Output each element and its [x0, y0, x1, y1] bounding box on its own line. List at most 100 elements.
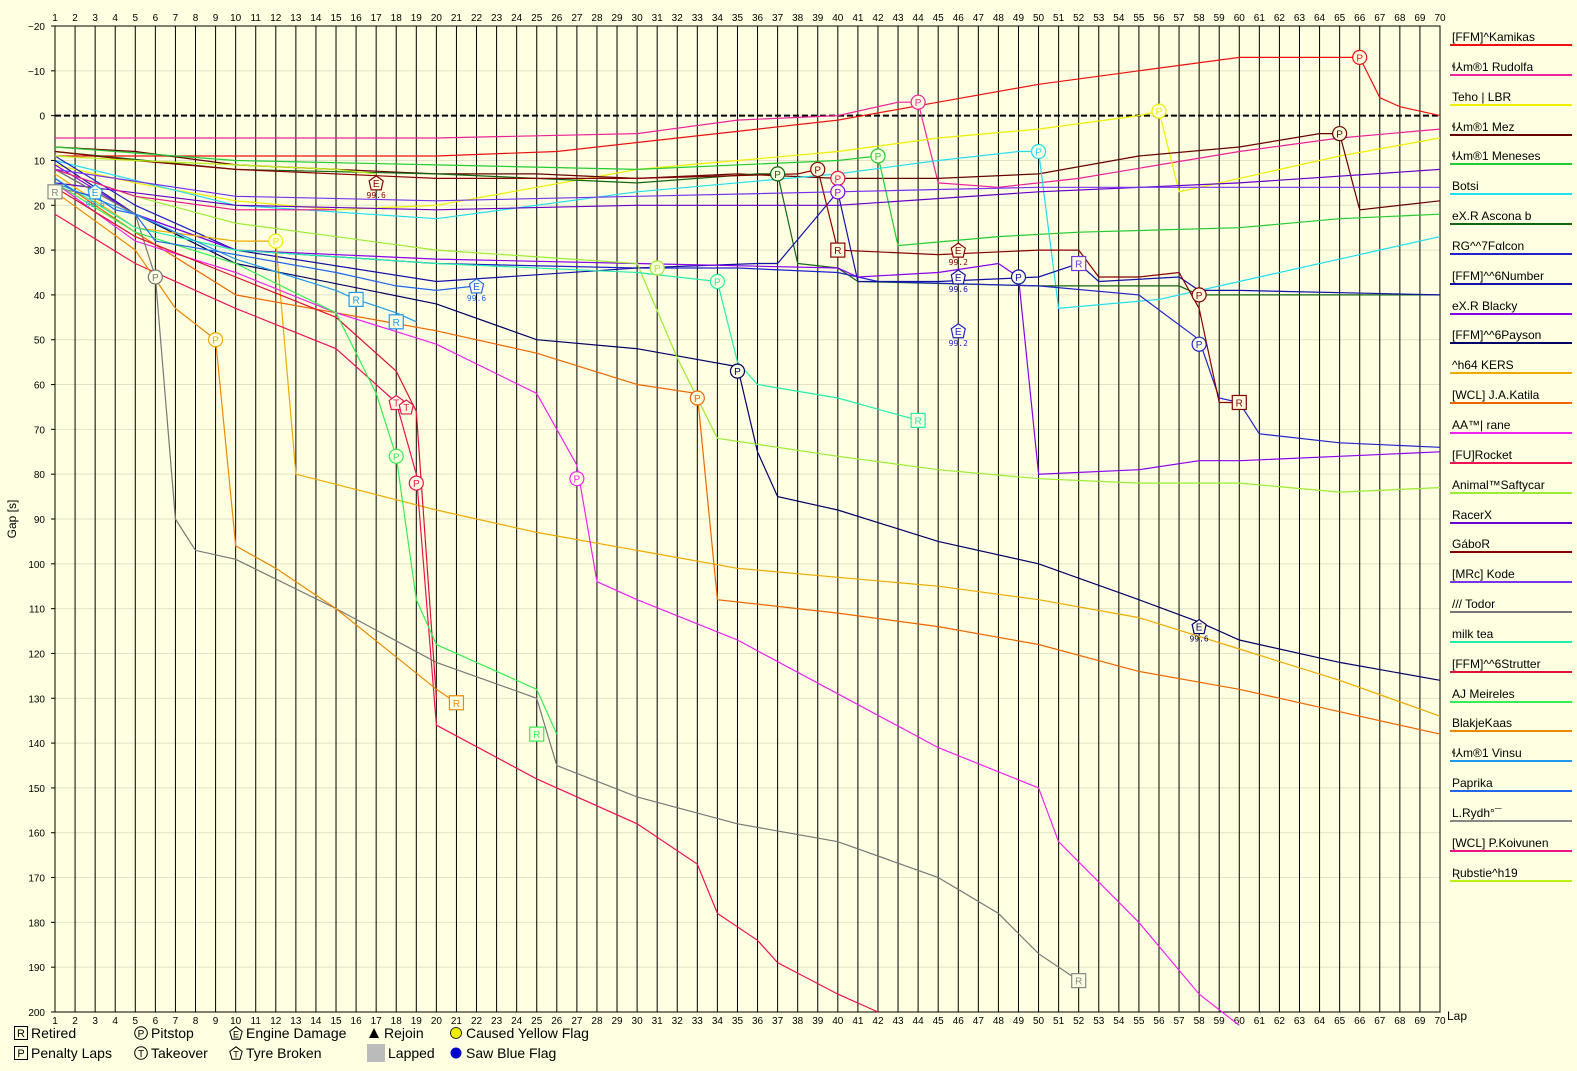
pitstop-circle — [709, 273, 725, 290]
series-line — [55, 56, 1441, 157]
event-marker-p: P — [1010, 269, 1027, 285]
x-tick-label-top: 15 — [330, 13, 342, 24]
series-line — [54, 173, 1441, 717]
x-tick-label-bottom: 43 — [892, 1016, 904, 1027]
y-tick-label: 130 — [28, 694, 45, 705]
y-tick-label: 90 — [34, 515, 46, 526]
x-ticks-top: 1 2 3 4 5 6 7 8 9 10 11 12 13 14 15 16 17 18 19 20 21 22 23 24 2… — [52, 13, 1446, 24]
legend-label: BlakjeKaas — [1452, 716, 1513, 731]
legend-label: [WCL] J.A.Katila — [1452, 388, 1540, 403]
legend-swatch — [1450, 133, 1572, 136]
legend-swatch — [1450, 879, 1572, 882]
series-line — [54, 164, 1441, 475]
event-marker-letter: P — [1035, 147, 1042, 158]
x-tick-label-bottom: 9 — [213, 1016, 219, 1027]
x-tick-label-top: 21 — [451, 13, 463, 24]
event-marker-r: R — [448, 695, 465, 711]
x-tick-label-top: 48 — [993, 13, 1005, 24]
x-tick-label-top: 57 — [1173, 13, 1185, 24]
legend-swatch — [1450, 730, 1572, 733]
x-tick-label-bottom: 34 — [712, 1016, 724, 1027]
event-marker-r: R — [529, 726, 545, 742]
y-tick-label: 150 — [28, 784, 45, 795]
legend-swatch — [1450, 819, 1572, 822]
x-tick-label-top: 23 — [491, 13, 503, 24]
event-marker-r: R — [830, 242, 846, 258]
pitstop-circle — [870, 148, 886, 164]
event-marker-letter: P — [1015, 273, 1022, 284]
x-tick-label-top: 11 — [251, 13, 262, 24]
legend-item: [FFM]^Kamikas — [1450, 28, 1572, 58]
x-tick-label-top: 10 — [230, 13, 242, 24]
y-tick-label: 120 — [28, 649, 45, 660]
y-tick-label: 180 — [28, 918, 45, 929]
pitstop-circle — [1030, 143, 1047, 160]
x-tick-label-top: 58 — [1194, 13, 1206, 24]
retired-box — [1231, 394, 1247, 411]
legend-swatch — [1450, 44, 1572, 46]
x-tick-label-bottom: 36 — [752, 1016, 764, 1027]
legend-label: ɬ⅄m®1 Rudolfa — [1452, 59, 1534, 74]
event-marker-value: 99.2 — [949, 339, 968, 348]
series-line — [54, 177, 919, 421]
legend-item: RG^^7Fαlcon — [1450, 237, 1572, 267]
event-marker-letter: P — [814, 165, 821, 176]
key-penalty: P Penalty Laps — [14, 1044, 112, 1062]
pitstop-circle — [207, 332, 224, 348]
event-marker-p: P — [910, 94, 926, 110]
event-marker-p: P — [1332, 125, 1348, 142]
legend-item: AJ Meireles — [1450, 685, 1572, 715]
pentagon-marker — [950, 323, 966, 339]
x-tick-label-top: 54 — [1113, 13, 1125, 24]
penalty-laps-icon: P — [14, 1046, 28, 1060]
series-line — [54, 160, 1441, 296]
event-marker-letter: P — [875, 152, 882, 163]
x-tick-label-top: 61 — [1254, 13, 1266, 24]
legend-label: [FFM]^Kamikas — [1452, 30, 1535, 44]
series-line — [54, 168, 1441, 493]
event-marker-letter: P — [915, 98, 922, 109]
x-tick-label-top: 31 — [652, 13, 664, 24]
x-tick-label-bottom: 52 — [1073, 1016, 1085, 1027]
x-tick-label-top: 53 — [1093, 13, 1105, 24]
y-tick-label: 0 — [39, 112, 45, 123]
x-tick-label-bottom: 31 — [652, 1016, 664, 1027]
pitstop-circle — [649, 260, 665, 276]
event-marker-p: P — [147, 269, 163, 285]
legend-swatch — [1450, 611, 1572, 614]
svg-text:P: P — [138, 1029, 145, 1040]
x-tick-label-top: 63 — [1294, 13, 1306, 24]
event-marker-letter: R — [1236, 398, 1243, 409]
x-tick-label-top: 17 — [371, 13, 383, 24]
legend-label: eX.R Ascona b — [1452, 209, 1532, 224]
event-marker-letter: E — [955, 246, 962, 257]
event-marker-letter: R — [834, 246, 841, 257]
legend-item: ɬ⅄m®1 Rudolfa — [1450, 58, 1572, 88]
x-tick-label-bottom: 6 — [153, 1016, 159, 1027]
svg-text:E: E — [233, 1030, 239, 1040]
pitstop-circle — [1352, 49, 1368, 65]
pitstop-circle — [1332, 125, 1348, 142]
x-tick-label-top: 68 — [1394, 13, 1406, 24]
event-marker-letter: P — [734, 367, 741, 378]
x-tick-label-top: 45 — [933, 13, 945, 24]
x-tick-label-bottom: 15 — [330, 1016, 342, 1027]
x-tick-label-bottom: 26 — [551, 1016, 563, 1027]
series-line — [54, 186, 437, 699]
x-tick-label-top: 22 — [471, 13, 483, 24]
y-tick-label: 70 — [34, 425, 46, 436]
x-tick-label-top: 47 — [973, 13, 985, 24]
event-marker-p: P — [810, 161, 826, 178]
x-tick-label-top: 64 — [1314, 13, 1326, 24]
legend-label: ɬ⅄m®1 Mez — [1452, 119, 1515, 134]
x-tick-label-bottom: 55 — [1133, 1016, 1145, 1027]
legend-label: RacerX — [1452, 507, 1493, 522]
legend-swatch — [1450, 342, 1572, 345]
x-tick-label-bottom: 33 — [692, 1016, 704, 1027]
legend-label: AJ Meireles — [1452, 686, 1515, 701]
legend-item: eX.R Ascona b — [1450, 207, 1572, 237]
x-tick-label-top: 34 — [712, 13, 724, 24]
x-tick-label-bottom: 51 — [1053, 1016, 1065, 1027]
event-marker-letter: P — [774, 170, 781, 181]
x-tick-label-bottom: 70 — [1434, 1016, 1446, 1027]
